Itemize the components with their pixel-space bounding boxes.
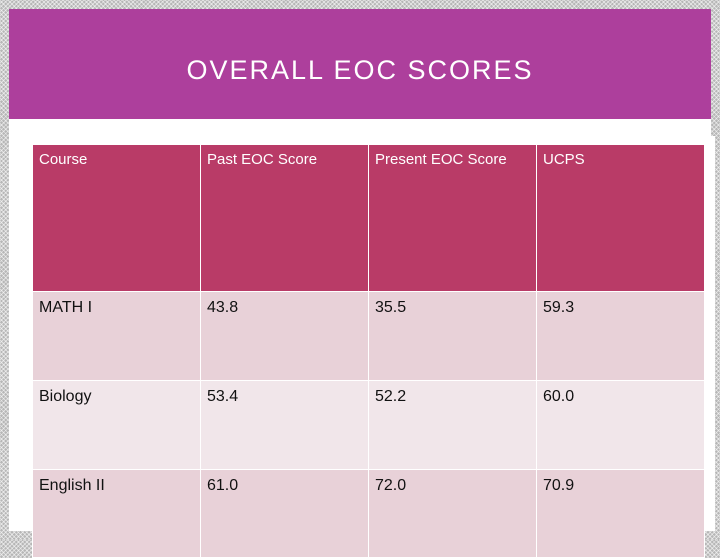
table-header-row: Course Past EOC Score Present EOC Score … <box>32 144 705 292</box>
header-present-eoc-score: Present EOC Score <box>368 144 537 292</box>
table-row: Biology 53.4 52.2 60.0 <box>32 380 705 470</box>
header-past-eoc-score: Past EOC Score <box>200 144 369 292</box>
cell-course: Biology <box>32 380 201 470</box>
title-band: OVERALL EOC SCORES <box>9 9 711 119</box>
cell-ucps: 59.3 <box>536 291 705 381</box>
cell-past-score: 53.4 <box>200 380 369 470</box>
cell-ucps: 60.0 <box>536 380 705 470</box>
cell-present-score: 52.2 <box>368 380 537 470</box>
cell-present-score: 72.0 <box>368 469 537 558</box>
slide-title: OVERALL EOC SCORES <box>186 55 534 85</box>
cell-course: MATH I <box>32 291 201 381</box>
cell-past-score: 43.8 <box>200 291 369 381</box>
cell-past-score: 61.0 <box>200 469 369 558</box>
table-row: MATH I 43.8 35.5 59.3 <box>32 291 705 381</box>
cell-ucps: 70.9 <box>536 469 705 558</box>
header-course: Course <box>32 144 201 292</box>
eoc-scores-table: Course Past EOC Score Present EOC Score … <box>32 144 705 558</box>
slide: OVERALL EOC SCORES Course Past EOC Score… <box>9 9 715 558</box>
table-row: English II 61.0 72.0 70.9 <box>32 469 705 558</box>
cell-present-score: 35.5 <box>368 291 537 381</box>
cell-course: English II <box>32 469 201 558</box>
table-container: Course Past EOC Score Present EOC Score … <box>30 136 715 558</box>
header-ucps: UCPS <box>536 144 705 292</box>
